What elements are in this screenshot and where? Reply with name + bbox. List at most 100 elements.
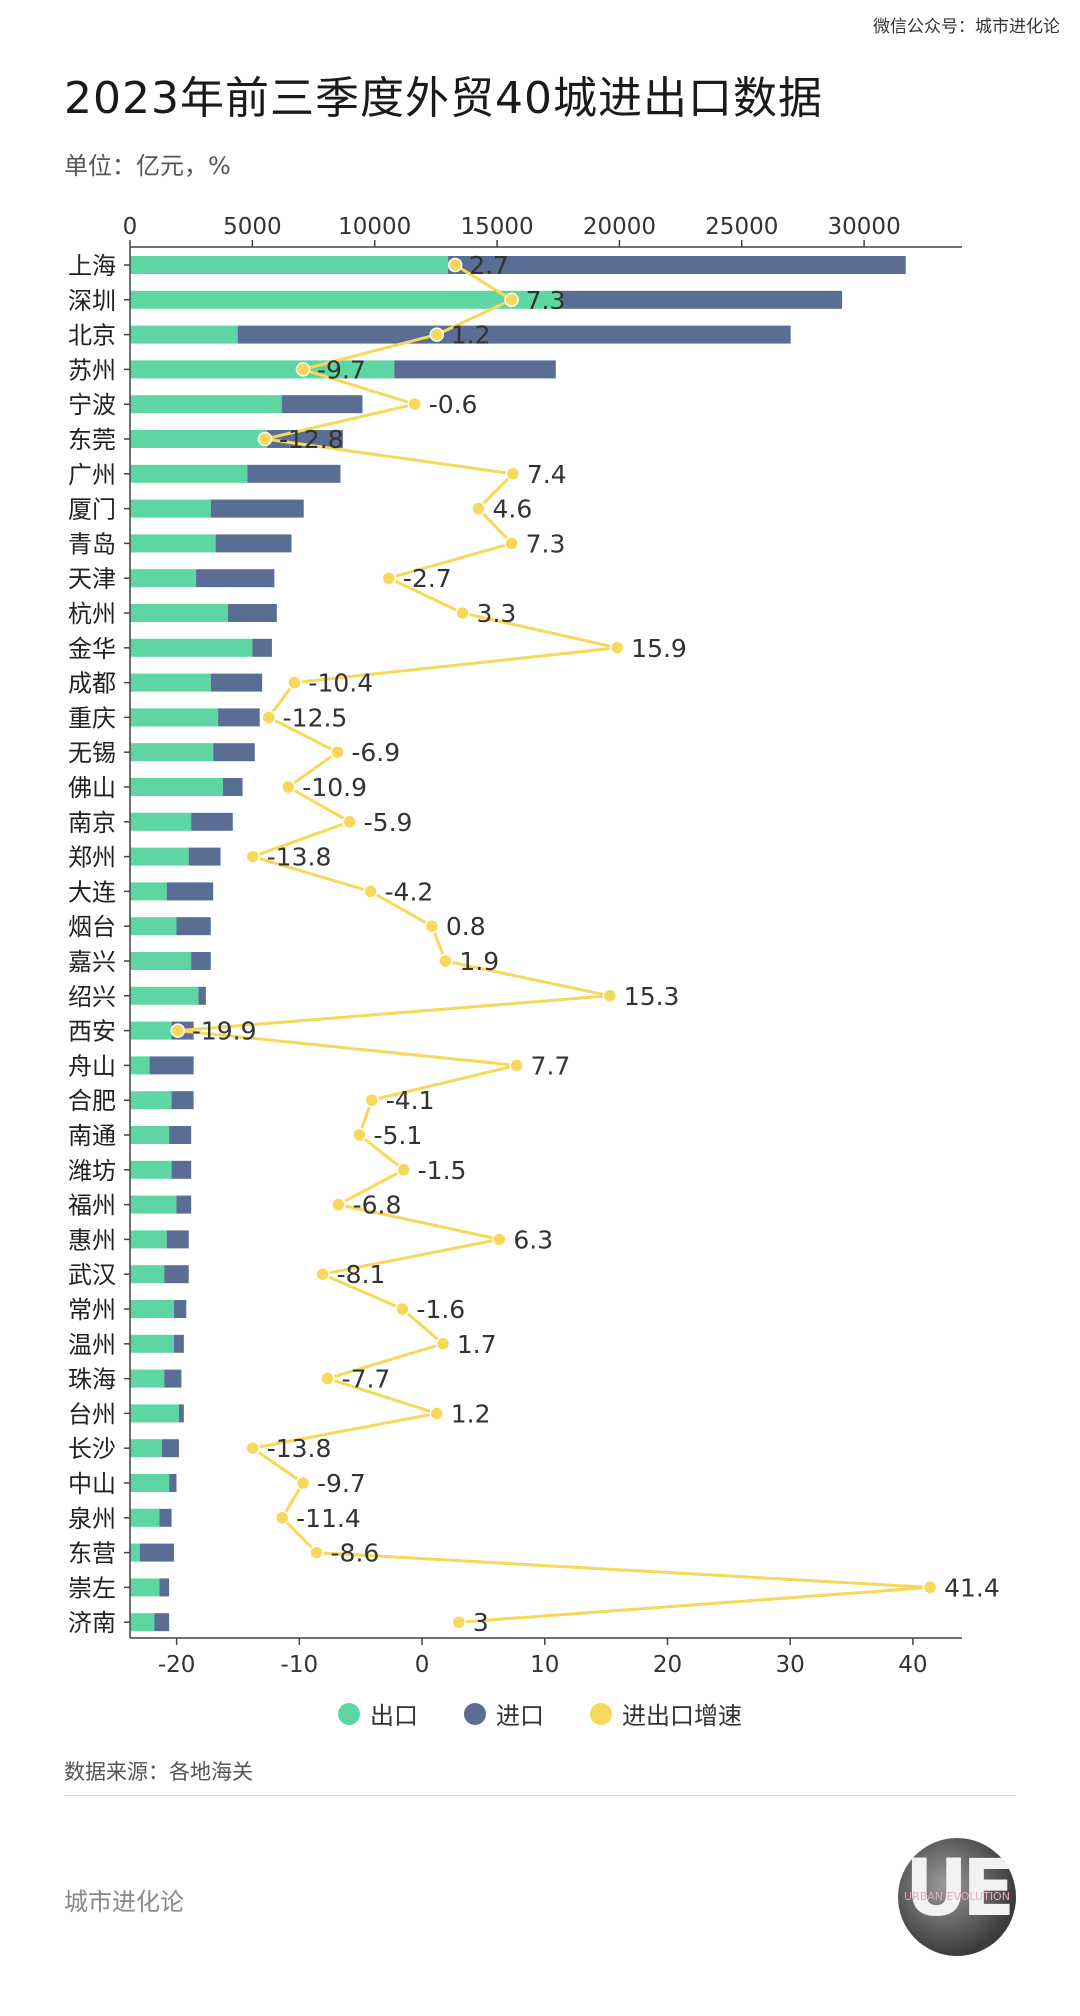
growth-data-label: -10.9 — [302, 773, 367, 802]
bar-import — [159, 1578, 170, 1597]
category-label: 武汉 — [68, 1261, 116, 1289]
growth-data-label: 1.2 — [451, 321, 491, 350]
category-label: 南京 — [68, 809, 116, 837]
growth-data-label: -0.6 — [429, 390, 478, 419]
brand-logo: UE URBAN EVOLUTION — [898, 1838, 1016, 1956]
growth-point — [395, 1301, 410, 1317]
bar-import — [215, 534, 292, 553]
growth-point — [342, 814, 357, 830]
bar-export — [130, 1195, 177, 1214]
bar-import — [161, 1439, 179, 1458]
category-label: 绍兴 — [68, 983, 116, 1011]
growth-point — [381, 570, 397, 586]
bar-import — [166, 882, 214, 901]
category-label: 珠海 — [68, 1366, 116, 1394]
category-label: 成都 — [68, 670, 116, 698]
top-axis-tick-label: 10000 — [338, 214, 411, 240]
bar-import — [169, 1474, 177, 1492]
bar-import — [174, 1300, 187, 1318]
bar-import — [191, 952, 211, 970]
bar-import — [198, 986, 206, 1005]
growth-data-label: 15.3 — [624, 982, 680, 1011]
category-label: 上海 — [68, 252, 116, 280]
bar-import — [281, 395, 363, 414]
logo-text: UE — [904, 1844, 1016, 1934]
growth-data-label: 41.4 — [944, 1573, 1000, 1602]
growth-data-label: 1.2 — [451, 1399, 491, 1428]
bar-import — [448, 256, 906, 274]
bar-import — [222, 778, 243, 796]
bottom-axis-tick-label: -10 — [281, 1652, 319, 1678]
growth-data-label: -6.9 — [351, 738, 400, 767]
growth-point — [363, 884, 378, 899]
category-label: 广州 — [68, 461, 116, 489]
category-label: 天津 — [68, 565, 116, 593]
category-label: 潍坊 — [68, 1157, 116, 1185]
growth-point — [331, 1197, 346, 1212]
category-label: 郑州 — [68, 844, 116, 872]
bottom-axis-tick-label: 40 — [898, 1652, 927, 1678]
growth-point — [451, 1614, 467, 1630]
growth-point — [274, 1510, 290, 1526]
brand-name: 城市进化论 — [64, 1888, 184, 1916]
bar-import — [169, 1126, 192, 1144]
bar-export — [130, 1056, 150, 1075]
bar-export — [130, 986, 199, 1005]
bar-export — [130, 1439, 162, 1458]
category-label: 东莞 — [68, 426, 116, 454]
legend: 出口 进口 进出口增速 — [0, 1696, 1080, 1731]
bar-import — [227, 604, 277, 622]
bar-export — [130, 1021, 172, 1040]
growth-point — [281, 779, 296, 795]
legend-item-import: 进口 — [464, 1696, 544, 1731]
growth-data-label: -9.7 — [317, 355, 366, 384]
category-label: 杭州 — [68, 600, 116, 628]
bar-import — [149, 1056, 194, 1075]
growth-data-label: -5.9 — [364, 808, 413, 837]
growth-data-label: 7.3 — [526, 286, 566, 315]
category-label: 宁波 — [68, 391, 116, 419]
category-label: 深圳 — [68, 287, 116, 315]
bar-export — [130, 952, 192, 970]
legend-swatch-growth — [590, 1702, 612, 1725]
category-label: 东营 — [68, 1540, 116, 1568]
bar-export — [130, 1300, 175, 1318]
bar-export — [130, 1265, 165, 1284]
bar-import — [210, 673, 263, 692]
bar-export — [130, 1404, 179, 1423]
bar-import — [159, 1508, 172, 1527]
category-label: 长沙 — [68, 1435, 116, 1463]
bar-import — [176, 1195, 192, 1214]
bar-export — [130, 1508, 160, 1527]
growth-point — [257, 431, 273, 447]
bar-export — [130, 812, 192, 831]
growth-point — [504, 536, 519, 551]
bar-export — [130, 1613, 155, 1632]
growth-data-label: 3.3 — [477, 599, 517, 628]
growth-data-label: 1.9 — [459, 947, 499, 976]
growth-point — [505, 466, 521, 482]
growth-point — [170, 1023, 186, 1038]
bar-export — [130, 1334, 175, 1353]
category-label: 青岛 — [68, 530, 116, 558]
bar-import — [213, 743, 255, 762]
growth-point — [309, 1545, 324, 1560]
logo-subtext: URBAN EVOLUTION — [904, 1890, 1010, 1903]
growth-point — [602, 988, 618, 1004]
bar-import — [394, 360, 556, 379]
category-label: 泉州 — [68, 1505, 116, 1533]
bar-export — [130, 1230, 167, 1249]
category-label: 惠州 — [68, 1226, 116, 1254]
growth-point — [438, 953, 453, 969]
growth-point — [504, 292, 519, 308]
bar-import — [218, 708, 260, 727]
growth-point — [261, 710, 276, 725]
bar-export — [130, 708, 219, 727]
growth-point — [429, 1406, 445, 1421]
bar-import — [164, 1369, 182, 1388]
growth-data-label: 6.3 — [513, 1225, 553, 1254]
growth-point — [295, 1475, 311, 1491]
bar-export — [130, 604, 228, 622]
bar-export — [130, 673, 211, 692]
bar-export — [130, 290, 561, 309]
